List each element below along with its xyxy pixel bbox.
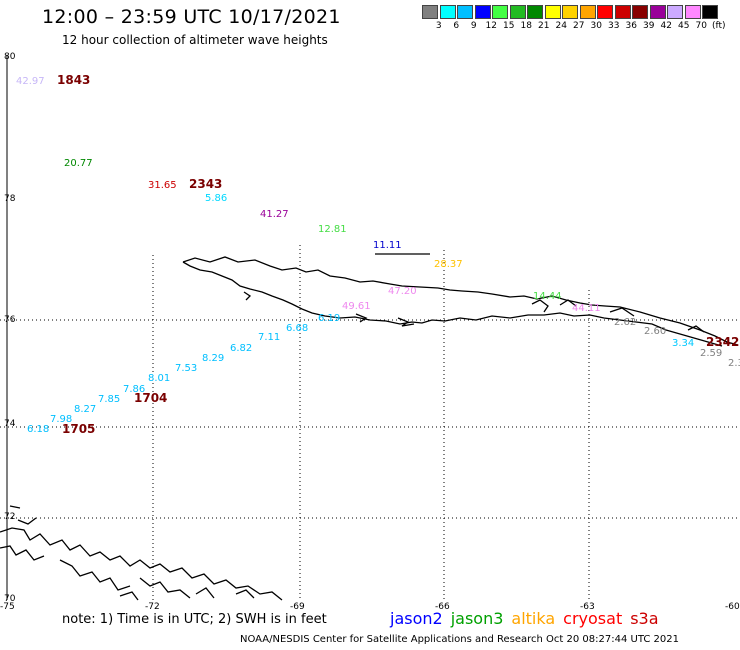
color-swatch <box>527 5 543 19</box>
lat-label: 72 <box>4 512 15 522</box>
wave-height-label: 42.97 <box>16 76 45 87</box>
wave-height-label: 7.85 <box>98 394 120 405</box>
lon-label: -75 <box>0 602 15 612</box>
lat-label: 80 <box>4 52 16 62</box>
color-swatch <box>632 5 648 19</box>
observation-labels: 42.97 20.77 31.65 5.86 41.27 12.81 11.11… <box>16 76 740 435</box>
color-scale-tick: 39 <box>643 21 655 31</box>
color-swatch <box>509 5 526 19</box>
pass-time-label: 2343 <box>189 177 222 191</box>
color-scale-tick: 36 <box>625 21 637 31</box>
color-scale-legend <box>422 5 720 19</box>
color-swatch <box>649 5 666 19</box>
lat-label: 78 <box>4 194 16 204</box>
map-subtitle: 12 hour collection of altimeter wave hei… <box>62 33 328 47</box>
color-swatch <box>597 5 613 19</box>
wave-height-label: 8.29 <box>202 353 224 364</box>
wave-height-label: 31.65 <box>148 180 177 191</box>
wave-height-label: 14.44 <box>533 291 562 302</box>
color-scale-ticks: 3 6 9 12 15 18 21 24 27 30 33 36 39 42 45 70 (ft) <box>422 21 728 31</box>
color-scale-tick: 70 <box>695 21 707 31</box>
color-swatch <box>562 5 578 19</box>
lon-label: -69 <box>290 602 305 612</box>
color-swatch <box>544 5 561 19</box>
lat-label: 70 <box>4 594 16 604</box>
wave-height-label: 2.60 <box>644 326 666 337</box>
wave-height-label: 2.62 <box>614 317 636 328</box>
color-swatch <box>702 5 718 19</box>
wave-height-label: 8.01 <box>148 373 170 384</box>
wave-height-label: 28.37 <box>434 259 463 270</box>
lon-label: -66 <box>435 602 450 612</box>
color-scale-unit: (ft) <box>711 21 726 31</box>
pass-time-label: 2342 <box>706 335 739 349</box>
grid-lines <box>0 245 740 600</box>
satellite-s3a: s3a <box>630 609 659 628</box>
wave-height-label: 12.81 <box>318 224 347 235</box>
pass-time-label: 1843 <box>57 73 90 87</box>
wave-height-label: 47.20 <box>388 286 417 297</box>
color-scale-tick: 21 <box>538 21 550 31</box>
color-swatch <box>614 5 631 19</box>
latitude-labels: 80 78 76 74 72 70 <box>4 52 16 604</box>
color-scale-tick: 9 <box>470 21 477 31</box>
satellite-legend: jason2 jason3 altika cryosat s3a <box>390 609 667 628</box>
color-swatch <box>457 5 473 19</box>
wave-height-label: 3.34 <box>672 338 694 349</box>
satellite-jason3: jason3 <box>450 609 504 628</box>
color-scale-tick: 24 <box>555 21 567 31</box>
map-title: 12:00 – 23:59 UTC 10/17/2021 <box>42 6 341 28</box>
wave-height-label: 41.27 <box>260 209 289 220</box>
wave-height-label: 6.18 <box>27 424 49 435</box>
color-swatch <box>492 5 508 19</box>
color-scale-tick: 30 <box>590 21 602 31</box>
time-labels: 1843 2343 1704 1705 2342 <box>57 73 739 436</box>
lon-label: -72 <box>145 602 160 612</box>
satellite-altika: altika <box>511 609 556 628</box>
color-scale-tick: 33 <box>608 21 620 31</box>
lat-label: 74 <box>4 419 16 429</box>
pass-time-label: 1705 <box>62 422 95 436</box>
wave-height-label: 5.86 <box>205 193 227 204</box>
wave-height-label: 11.11 <box>373 240 402 251</box>
color-swatch <box>474 5 491 19</box>
color-swatch <box>684 5 701 19</box>
color-swatch <box>667 5 683 19</box>
wave-height-label: 7.98 <box>50 414 72 425</box>
wave-height-label: 2.3 <box>728 358 740 369</box>
color-scale-tick: 15 <box>503 21 515 31</box>
wave-height-label: 7.53 <box>175 363 197 374</box>
credit-line: NOAA/NESDIS Center for Satellite Applica… <box>240 634 679 645</box>
color-scale-tick: 3 <box>435 21 442 31</box>
pass-time-label: 1704 <box>134 391 167 405</box>
color-scale-tick: 42 <box>660 21 672 31</box>
wave-height-label: 44.11 <box>572 303 601 314</box>
lon-label: -63 <box>580 602 595 612</box>
color-scale-tick: 45 <box>678 21 690 31</box>
wave-height-label: 2.59 <box>700 348 722 359</box>
color-scale-tick: 6 <box>453 21 460 31</box>
wave-height-label: 6.19 <box>318 313 340 324</box>
coastline <box>0 253 739 601</box>
color-scale-tick: 12 <box>485 21 497 31</box>
lon-label: -60 <box>725 602 740 612</box>
color-swatch <box>579 5 596 19</box>
color-scale-tick: 18 <box>520 21 532 31</box>
satellite-cryosat: cryosat <box>563 609 623 628</box>
satellite-jason2: jason2 <box>390 609 443 628</box>
longitude-labels: -75 -72 -69 -66 -63 -60 <box>0 602 740 612</box>
wave-height-label: 7.86 <box>123 384 145 395</box>
wave-height-label: 7.11 <box>258 332 280 343</box>
color-swatch <box>422 5 438 19</box>
wave-height-label: 8.27 <box>74 404 96 415</box>
wave-height-label: 6.68 <box>286 323 308 334</box>
wave-height-label: 20.77 <box>64 158 93 169</box>
color-swatch <box>439 5 456 19</box>
wave-height-label: 49.61 <box>342 301 371 312</box>
color-scale-tick: 27 <box>573 21 585 31</box>
wave-height-label: 6.82 <box>230 343 252 354</box>
lat-label: 76 <box>4 315 16 325</box>
footnote: note: 1) Time is in UTC; 2) SWH is in fe… <box>62 612 327 627</box>
